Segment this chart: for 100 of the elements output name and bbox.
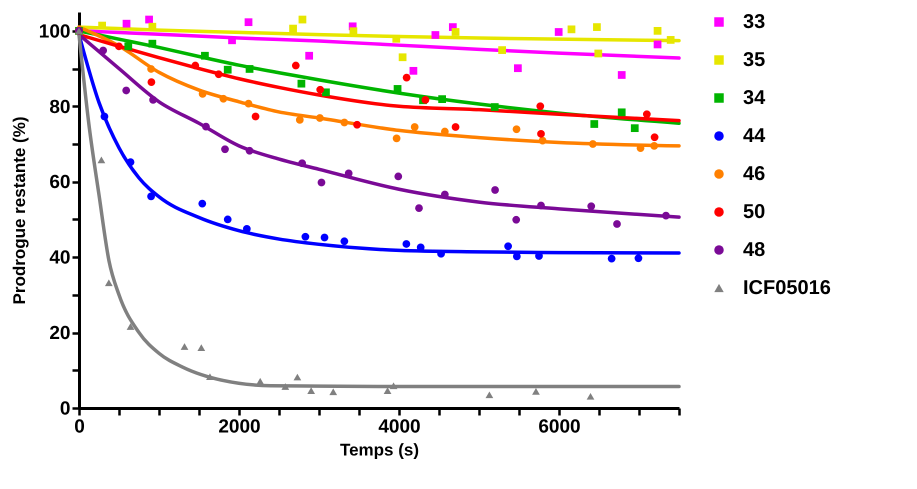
point xyxy=(340,237,348,246)
point xyxy=(100,112,108,120)
point xyxy=(246,146,254,155)
point xyxy=(316,86,324,94)
point xyxy=(486,391,494,398)
point xyxy=(491,186,499,194)
point xyxy=(514,64,522,72)
y-tick-label: 40 xyxy=(49,248,70,269)
point xyxy=(512,252,521,260)
point xyxy=(662,212,670,220)
point xyxy=(554,28,563,36)
point xyxy=(490,103,499,111)
legend-label: 34 xyxy=(743,87,766,109)
point xyxy=(432,31,440,39)
point xyxy=(252,112,260,120)
point xyxy=(618,71,626,79)
x-tick-label: 0 xyxy=(74,416,85,438)
legend-label: 48 xyxy=(743,239,766,261)
point xyxy=(148,78,156,86)
point xyxy=(353,120,361,129)
point xyxy=(537,202,545,210)
point xyxy=(206,373,214,380)
point xyxy=(221,145,229,154)
point xyxy=(191,62,200,70)
point xyxy=(536,102,544,110)
point xyxy=(214,70,223,78)
point xyxy=(588,140,597,148)
point xyxy=(305,52,314,60)
y-tick-label: 100 xyxy=(38,21,70,42)
point xyxy=(642,110,651,118)
point xyxy=(224,216,232,224)
point xyxy=(122,20,130,28)
x-axis-title: Temps (s) xyxy=(340,440,420,460)
point xyxy=(148,40,156,48)
point xyxy=(329,388,338,396)
point xyxy=(147,65,155,73)
point xyxy=(390,382,398,390)
legend-label: 44 xyxy=(743,125,766,147)
point xyxy=(99,46,108,54)
legend-label: ICF05016 xyxy=(743,277,831,299)
point xyxy=(538,136,546,144)
point xyxy=(590,120,598,128)
point xyxy=(402,240,410,248)
point xyxy=(316,114,324,122)
point xyxy=(298,159,306,168)
point xyxy=(124,42,132,50)
point xyxy=(98,156,106,164)
point xyxy=(149,96,157,104)
point xyxy=(289,24,297,32)
x-tick-label: 2000 xyxy=(218,416,261,438)
point xyxy=(650,142,658,150)
y-axis-title: Prodrogue restante (%) xyxy=(10,116,29,304)
y-tick-label: 60 xyxy=(49,172,70,194)
point xyxy=(256,378,264,385)
legend-label: 33 xyxy=(743,11,766,33)
point xyxy=(394,172,402,180)
point xyxy=(613,220,621,228)
point xyxy=(410,123,419,131)
point xyxy=(654,40,662,48)
point xyxy=(318,178,326,186)
point xyxy=(198,200,206,208)
point xyxy=(384,387,392,394)
point xyxy=(452,28,460,36)
point xyxy=(586,392,594,400)
point xyxy=(115,42,123,50)
point xyxy=(244,100,252,108)
point xyxy=(224,66,232,74)
point xyxy=(126,323,134,330)
point xyxy=(392,134,400,142)
point xyxy=(410,66,418,75)
point xyxy=(532,388,540,395)
point xyxy=(504,242,512,250)
point xyxy=(201,52,209,60)
point xyxy=(104,279,113,286)
point xyxy=(126,158,134,166)
point xyxy=(666,36,675,44)
x-tick-label: 6000 xyxy=(538,416,581,438)
point xyxy=(422,96,430,104)
y-tick-label: 20 xyxy=(49,323,70,344)
point xyxy=(438,95,446,103)
point xyxy=(398,53,406,62)
point xyxy=(537,130,545,138)
point xyxy=(180,343,188,350)
y-tick-label: 0 xyxy=(60,398,70,420)
point xyxy=(202,122,210,131)
point xyxy=(294,374,302,380)
point xyxy=(392,34,400,43)
point xyxy=(320,234,328,242)
legend-label: 35 xyxy=(743,49,766,71)
point xyxy=(630,124,639,132)
point xyxy=(394,85,402,93)
point xyxy=(594,50,602,58)
point xyxy=(512,216,520,224)
y-tick-label: 80 xyxy=(49,96,70,118)
point xyxy=(246,65,254,73)
point xyxy=(302,232,310,241)
point xyxy=(650,133,658,142)
point xyxy=(228,36,236,44)
x-tick-label: 4000 xyxy=(378,416,421,438)
legend-label: 50 xyxy=(743,201,766,223)
